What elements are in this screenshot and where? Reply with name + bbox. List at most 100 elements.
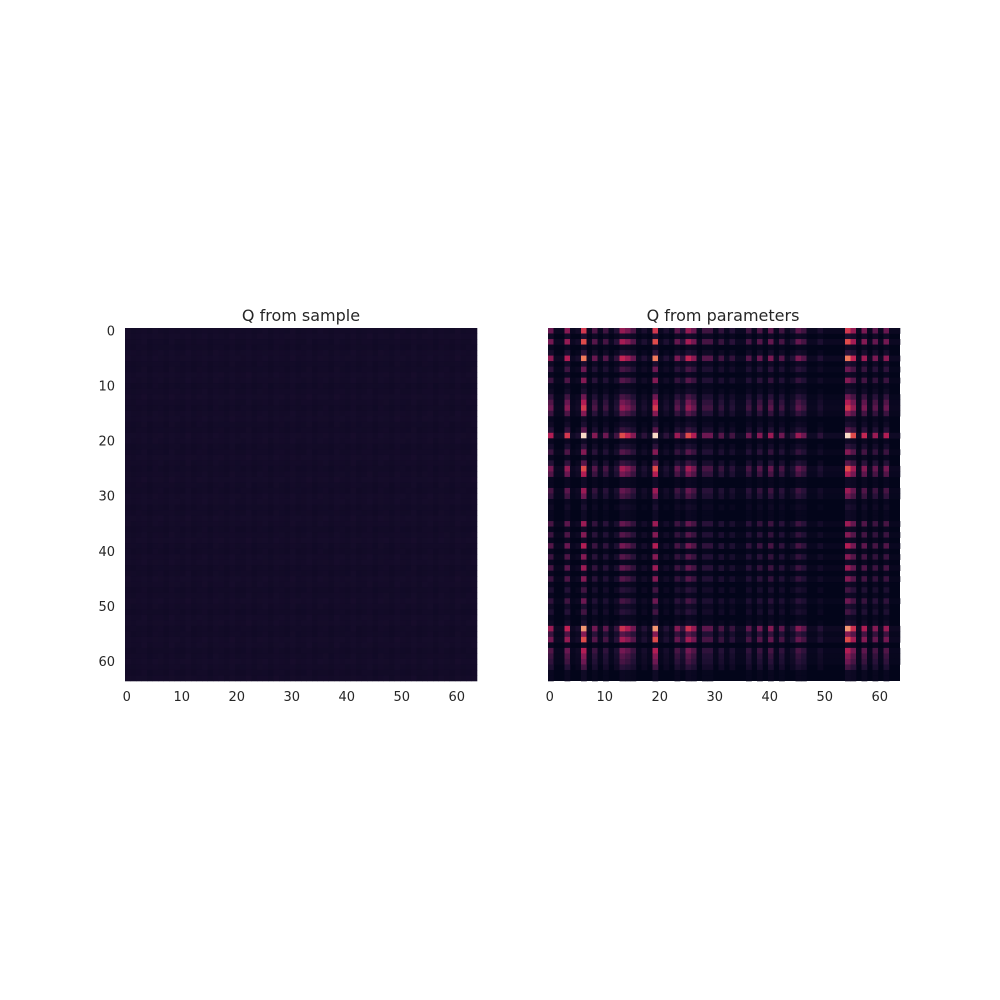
heatmap-cell: [312, 543, 318, 549]
heatmap-cell: [235, 493, 241, 500]
heatmap-cell: [575, 410, 582, 417]
heatmap-cell: [383, 487, 390, 494]
heatmap-cell: [669, 399, 675, 406]
heatmap-cell: [202, 443, 208, 450]
heatmap-cell: [240, 642, 247, 649]
heatmap-cell: [136, 642, 142, 649]
heatmap-cell: [290, 592, 296, 599]
heatmap-cell: [383, 625, 390, 632]
heatmap-cell: [356, 647, 362, 654]
heatmap-cell: [394, 537, 401, 544]
heatmap-cell: [400, 647, 406, 654]
heatmap-cell: [279, 438, 285, 445]
heatmap-cell: [367, 366, 373, 373]
heatmap-cell: [405, 454, 412, 461]
heatmap-cell: [449, 526, 456, 533]
heatmap-cell: [174, 587, 181, 594]
heatmap-cell: [196, 454, 203, 461]
heatmap-cell: [268, 383, 274, 389]
heatmap-cell: [174, 537, 181, 544]
heatmap-cell: [839, 328, 846, 334]
heatmap-cell: [663, 388, 670, 395]
heatmap-cell: [169, 658, 175, 665]
heatmap-cell: [224, 653, 230, 660]
heatmap-cell: [207, 438, 214, 445]
heatmap-cell: [163, 487, 170, 494]
heatmap-cell: [152, 471, 159, 478]
heatmap-cell: [466, 366, 472, 373]
heatmap-cell: [389, 587, 395, 594]
heatmap-cell: [235, 614, 241, 621]
heatmap-cell: [213, 570, 219, 577]
heatmap-cell: [713, 410, 719, 417]
heatmap-cell: [240, 614, 247, 621]
heatmap-cell: [850, 394, 857, 401]
heatmap-cell: [433, 543, 439, 549]
heatmap-cell: [603, 388, 609, 395]
heatmap-cell: [663, 361, 670, 367]
heatmap-cell: [471, 526, 478, 533]
heatmap-cell: [334, 361, 340, 367]
heatmap-cell: [422, 333, 428, 340]
heatmap-cell: [125, 625, 131, 632]
heatmap-cell: [202, 454, 208, 461]
heatmap-cell: [471, 658, 478, 665]
heatmap-cell: [433, 493, 439, 500]
heatmap-cell: [548, 416, 554, 423]
heatmap-cell: [411, 510, 417, 516]
heatmap-cell: [262, 454, 269, 461]
heatmap-cell: [861, 388, 868, 395]
heatmap-cell: [158, 333, 164, 340]
heatmap-cell: [251, 460, 258, 467]
heatmap-cell: [284, 487, 291, 494]
heatmap-cell: [427, 333, 434, 340]
heatmap-cell: [295, 504, 302, 511]
heatmap-cell: [603, 399, 609, 406]
heatmap-cell: [317, 625, 324, 632]
heatmap-cell: [268, 482, 274, 489]
heatmap-cell: [323, 669, 329, 676]
heatmap-cell: [389, 339, 395, 345]
heatmap-cell: [207, 675, 214, 682]
heatmap-cell: [196, 504, 203, 511]
heatmap-cell: [411, 581, 417, 588]
heatmap-cell: [779, 328, 785, 334]
heatmap-cell: [367, 388, 373, 395]
heatmap-cell: [389, 388, 395, 395]
heatmap-cell: [246, 631, 252, 638]
y-tick-label: 50: [98, 600, 115, 615]
heatmap-cell: [207, 355, 214, 362]
heatmap-cell: [323, 350, 329, 356]
heatmap-cell: [768, 377, 774, 384]
heatmap-cell: [273, 350, 280, 356]
heatmap-cell: [251, 465, 258, 472]
heatmap-cell: [394, 344, 401, 351]
heatmap-cell: [378, 598, 384, 605]
heatmap-cell: [680, 366, 686, 373]
heatmap-cell: [141, 625, 148, 632]
heatmap-cell: [301, 658, 307, 665]
heatmap-cell: [334, 642, 340, 649]
heatmap-cell: [290, 460, 296, 467]
heatmap-cell: [174, 675, 181, 682]
heatmap-cell: [345, 570, 351, 577]
heatmap-cell: [433, 333, 439, 340]
heatmap-cell: [213, 609, 219, 616]
heatmap-cell: [641, 394, 648, 401]
heatmap-cell: [218, 653, 225, 660]
heatmap-cell: [471, 548, 478, 555]
heatmap-cell: [158, 647, 164, 654]
heatmap-cell: [345, 625, 351, 632]
heatmap-cell: [856, 410, 862, 417]
heatmap-cell: [746, 416, 752, 423]
heatmap-cell: [850, 421, 857, 428]
heatmap-cell: [707, 333, 714, 340]
heatmap-cell: [257, 361, 263, 367]
heatmap-cell: [147, 537, 153, 544]
heatmap-cell: [718, 350, 725, 356]
heatmap-cell: [422, 487, 428, 494]
heatmap-cell: [328, 537, 335, 544]
heatmap-cell: [356, 581, 362, 588]
heatmap-cell: [323, 377, 329, 384]
heatmap-cell: [180, 625, 186, 632]
